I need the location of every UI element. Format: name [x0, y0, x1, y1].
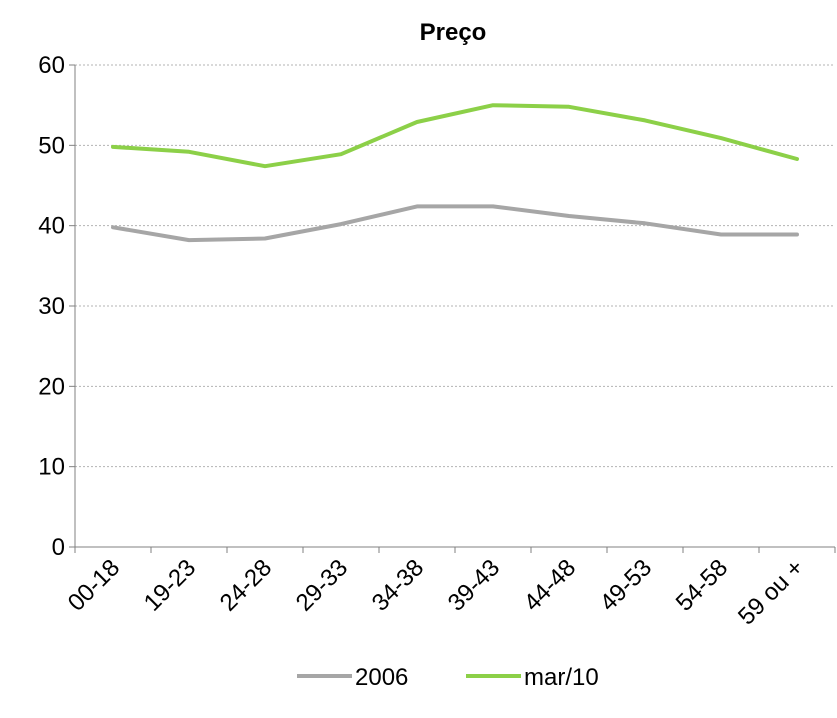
- series-line-2006: [111, 204, 799, 243]
- y-tick-label: 50: [38, 132, 65, 159]
- y-tick-label: 20: [38, 373, 65, 400]
- x-tick-label: 34-38: [367, 554, 430, 617]
- chart-title: Preço: [420, 19, 487, 46]
- x-tick-label: 19-23: [139, 554, 202, 617]
- y-tick-label: 40: [38, 213, 65, 240]
- x-tick-label: 54-58: [671, 554, 734, 617]
- y-tick-label: 10: [38, 454, 65, 481]
- x-tick-label: 59 ou +: [733, 554, 809, 630]
- x-tick-label: 24-28: [215, 554, 278, 617]
- y-tick-label: 0: [52, 534, 65, 561]
- x-tick-label: 00-18: [63, 554, 126, 617]
- x-tick-label: 49-53: [595, 554, 658, 617]
- gridlines: [75, 64, 835, 468]
- series-lines: [111, 103, 799, 243]
- y-tick-label: 60: [38, 52, 65, 79]
- series-line-mar-10: [111, 103, 799, 169]
- y-axis-ticks: 0 10 20 30 40 50 60: [38, 52, 65, 561]
- legend-label: mar/10: [524, 664, 599, 691]
- x-tick-label: 44-48: [519, 554, 582, 617]
- x-tick-label: 39-43: [443, 554, 506, 617]
- legend: 2006 mar/10: [297, 664, 599, 691]
- x-tick-label: 29-33: [291, 554, 354, 617]
- x-axis-ticks: 00-18 19-23 24-28 29-33 34-38 39-43 44-48 49-53…: [63, 554, 810, 630]
- y-tick-label: 30: [38, 293, 65, 320]
- legend-label: 2006: [355, 664, 408, 691]
- axes: [69, 64, 836, 553]
